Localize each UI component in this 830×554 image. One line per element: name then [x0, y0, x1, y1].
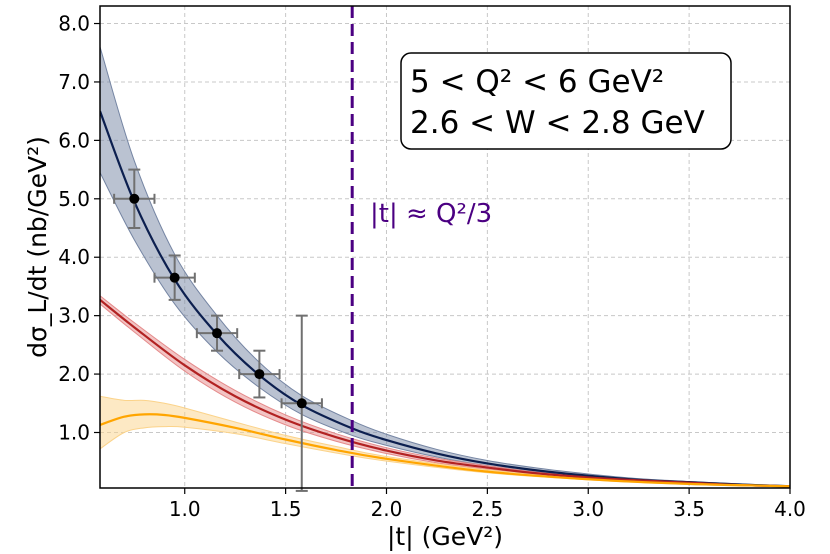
y-tick-label: 6.0 [58, 128, 90, 152]
x-tick-label: 4.0 [774, 497, 806, 521]
y-tick-label: 5.0 [58, 187, 90, 211]
curve-2 [100, 413, 790, 488]
data-point [129, 193, 140, 204]
kinematics-box: 5 < Q² < 6 GeV² 2.6 < W < 2.8 GeV [400, 52, 732, 150]
x-tick-label: 3.5 [673, 497, 705, 521]
curve-1 [100, 299, 790, 488]
x-tick-label: 2.0 [371, 497, 403, 521]
plot-frame [99, 5, 791, 489]
axis-ticks: 1.0 1.5 2.0 2.5 3.0 3.5 4.0 1.0 2.0 3.0 4.0 5.0 6.0 7… [58, 12, 806, 521]
y-tick-label: 2.0 [58, 362, 90, 386]
data-point [212, 328, 223, 339]
kinematics-box-frame [400, 52, 732, 150]
model-curves [100, 110, 790, 488]
x-tick-label: 3.0 [572, 497, 604, 521]
x-axis-label: |t| (GeV²) [387, 522, 503, 551]
data-point [169, 272, 180, 283]
data-point [296, 398, 307, 409]
y-axis-label: dσ_L/dt (nb/GeV²) [23, 136, 52, 358]
y-tick-label: 3.0 [58, 304, 90, 328]
band-2 [100, 395, 790, 488]
band-1 [100, 295, 790, 488]
y-tick-label: 4.0 [58, 245, 90, 269]
kinematics-w-range: 2.6 < W < 2.8 GeV [410, 105, 705, 141]
x-tick-label: 1.5 [270, 497, 302, 521]
y-tick-label: 7.0 [58, 70, 90, 94]
data-points [113, 168, 323, 492]
y-tick-label: 8.0 [58, 12, 90, 36]
kinematics-q2-range: 5 < Q² < 6 GeV² [410, 64, 664, 100]
data-point [254, 369, 265, 380]
x-tick-label: 2.5 [471, 497, 503, 521]
x-tick-label: 1.0 [169, 497, 201, 521]
vline-label: |t| ≈ Q²/3 [370, 199, 492, 229]
y-tick-label: 1.0 [58, 420, 90, 444]
